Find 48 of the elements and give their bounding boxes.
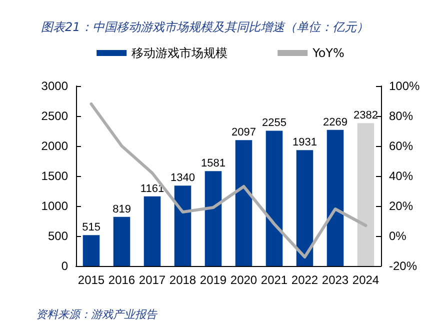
- data-label: 2255: [262, 117, 286, 130]
- data-label: 515: [82, 222, 100, 234]
- data-label: 1161: [140, 182, 164, 195]
- data-label: 2097: [232, 126, 256, 139]
- data-label: 819: [112, 203, 131, 216]
- bar: [235, 140, 252, 266]
- bar: [296, 150, 314, 266]
- y-tick-label: 3000: [41, 79, 68, 93]
- data-label: 1340: [170, 172, 195, 184]
- chart-title: 图表21：中国移动游戏市场规模及其同比增速（单位：亿元）: [41, 20, 368, 34]
- legend-label: YoY%: [312, 46, 344, 60]
- legend-label: 移动游戏市场规模: [132, 46, 228, 60]
- y-tick-label: 1500: [41, 169, 68, 183]
- bar: [204, 171, 222, 266]
- x-tick-label: 2019: [200, 273, 227, 287]
- y2-tick-label: 100%: [389, 79, 420, 93]
- bar: [82, 235, 100, 266]
- x-tick-label: 2015: [78, 273, 105, 287]
- y-tick-label: 2000: [41, 139, 68, 153]
- y2-tick-label: 80%: [389, 109, 414, 123]
- text: 资料来源：游戏产业报告: [36, 308, 158, 321]
- bar: [174, 186, 192, 266]
- y-tick-label: 0: [61, 259, 68, 273]
- bar: [266, 130, 283, 266]
- y-tick-label: 2500: [41, 109, 68, 123]
- y2-tick-label: 0%: [389, 229, 407, 243]
- y2-tick-label: 60%: [389, 139, 414, 153]
- x-tick-label: 2021: [260, 273, 288, 287]
- data-label: 2269: [323, 116, 348, 128]
- x-tick-label: 2018: [169, 273, 196, 287]
- x-tick-label: 2022: [291, 273, 318, 287]
- y2-tick-label: 40%: [389, 169, 414, 183]
- bar: [326, 130, 344, 266]
- bar: [144, 196, 161, 266]
- y2-tick-label: -20%: [389, 259, 418, 273]
- x-tick-label: 2020: [230, 273, 258, 287]
- bar: [113, 216, 130, 266]
- x-tick-label: 2023: [322, 273, 349, 287]
- y-tick-label: 1000: [41, 199, 68, 213]
- y2-tick-label: 20%: [389, 199, 414, 213]
- data-label: 1931: [292, 136, 317, 149]
- data-label: 2382: [354, 110, 378, 122]
- bar: [357, 123, 374, 266]
- x-tick-label: 2016: [108, 273, 136, 287]
- data-label: 1581: [201, 158, 226, 170]
- x-tick-label: 2024: [352, 273, 380, 287]
- x-tick-label: 2017: [138, 273, 166, 287]
- y-tick-label: 500: [48, 229, 68, 243]
